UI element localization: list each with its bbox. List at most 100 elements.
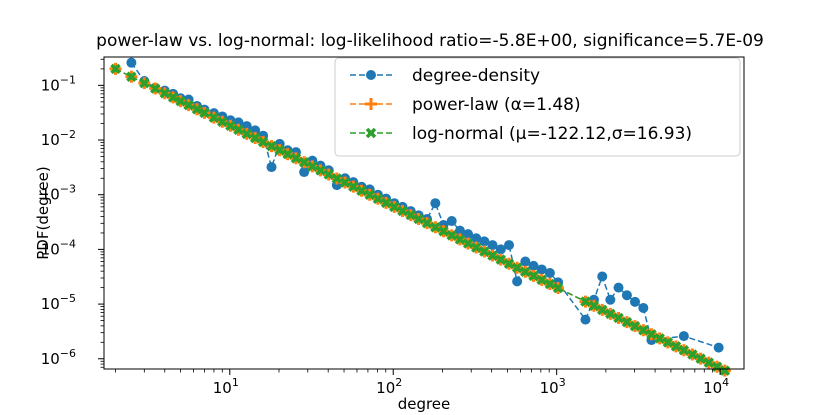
data-point — [638, 324, 649, 336]
x-tick-label: 102 — [376, 376, 402, 397]
data-point — [596, 304, 608, 316]
data-point — [605, 308, 616, 320]
x-tick-label: 103 — [540, 376, 566, 397]
legend-marker-power-law — [365, 98, 377, 110]
data-point — [487, 240, 498, 251]
data-point — [126, 57, 137, 68]
legend-label-degree-density: degree-density — [412, 66, 540, 86]
data-point — [654, 333, 665, 344]
legend-item-log-normal: log-normal (μ=-122.12,σ=16.93) — [350, 124, 692, 144]
data-point — [413, 213, 424, 225]
data-point — [380, 197, 392, 209]
data-point — [621, 316, 633, 328]
data-point — [503, 258, 515, 269]
data-point — [191, 103, 203, 115]
data-point — [511, 262, 523, 273]
data-point — [471, 233, 482, 244]
data-point — [217, 116, 228, 127]
data-point — [159, 88, 170, 99]
x-tick-label: 101 — [213, 376, 239, 397]
data-point — [175, 95, 186, 107]
y-tick-label: 10−1 — [41, 73, 76, 94]
data-point — [487, 250, 498, 261]
data-point — [670, 341, 682, 352]
data-point — [463, 229, 474, 240]
data-point — [678, 331, 689, 342]
y-axis-label: PDF(degree) — [34, 166, 52, 260]
data-point — [348, 181, 359, 192]
legend: degree-density power-law (α=1.48) log-no… — [334, 57, 741, 157]
data-point — [520, 266, 531, 278]
data-point — [719, 365, 731, 376]
data-point — [299, 167, 310, 178]
data-point — [225, 120, 236, 132]
data-point — [257, 136, 269, 148]
x-axis-label: degree — [398, 395, 451, 413]
data-point — [150, 83, 161, 94]
data-point — [512, 276, 523, 287]
data-point — [298, 157, 310, 168]
data-point — [389, 201, 400, 213]
data-point — [687, 349, 698, 360]
data-point — [479, 236, 490, 247]
data-point — [167, 92, 179, 103]
data-point — [372, 193, 384, 205]
legend-item-power-law: power-law (α=1.48) — [350, 95, 581, 115]
data-point — [356, 185, 367, 196]
series-layer — [109, 57, 731, 377]
data-point — [621, 290, 632, 301]
data-point — [290, 152, 302, 164]
data-point — [430, 198, 441, 209]
data-point — [183, 99, 194, 111]
data-point — [110, 63, 121, 75]
data-point — [695, 353, 706, 364]
data-point — [241, 128, 252, 140]
data-point — [713, 342, 724, 353]
data-point — [323, 169, 334, 180]
data-point — [580, 314, 591, 325]
data-point — [544, 268, 555, 279]
y-tick-label: 10−2 — [41, 128, 76, 149]
data-point — [364, 189, 375, 200]
data-point — [282, 148, 293, 160]
legend-label-power-law: power-law (α=1.48) — [412, 95, 581, 115]
data-point — [315, 165, 326, 176]
data-point — [613, 312, 624, 324]
data-point — [126, 71, 137, 82]
data-point — [438, 226, 449, 237]
data-point — [454, 234, 466, 245]
data-point — [662, 337, 674, 348]
plot-frame — [103, 56, 745, 370]
legend-marker-log-normal — [365, 127, 377, 139]
y-tick-label: 10−5 — [41, 292, 76, 313]
data-point — [528, 260, 539, 271]
data-point — [454, 225, 465, 236]
data-point — [580, 296, 591, 307]
data-point — [544, 278, 556, 290]
data-point — [249, 132, 261, 144]
data-point — [536, 264, 547, 275]
legend-marker-degree-density — [366, 70, 376, 80]
data-point — [536, 274, 547, 286]
data-point — [528, 270, 539, 282]
data-point — [462, 238, 474, 249]
data-point — [430, 222, 441, 233]
data-point — [446, 216, 457, 227]
series-log-normal — [110, 63, 731, 376]
data-point — [630, 296, 641, 307]
data-point — [646, 329, 657, 340]
data-point — [421, 217, 433, 229]
data-point — [520, 256, 531, 267]
legend-item-degree-density: degree-density — [350, 66, 540, 86]
data-point — [339, 177, 351, 188]
data-point — [405, 209, 416, 221]
x-tick-label: 104 — [703, 376, 729, 397]
data-point — [479, 246, 490, 257]
data-point — [266, 162, 277, 173]
data-point — [613, 282, 624, 293]
data-point — [199, 107, 210, 119]
legend-box — [334, 57, 741, 157]
data-point — [629, 320, 641, 332]
x-axis-ticks: 101 102 103 104 — [115, 369, 729, 397]
